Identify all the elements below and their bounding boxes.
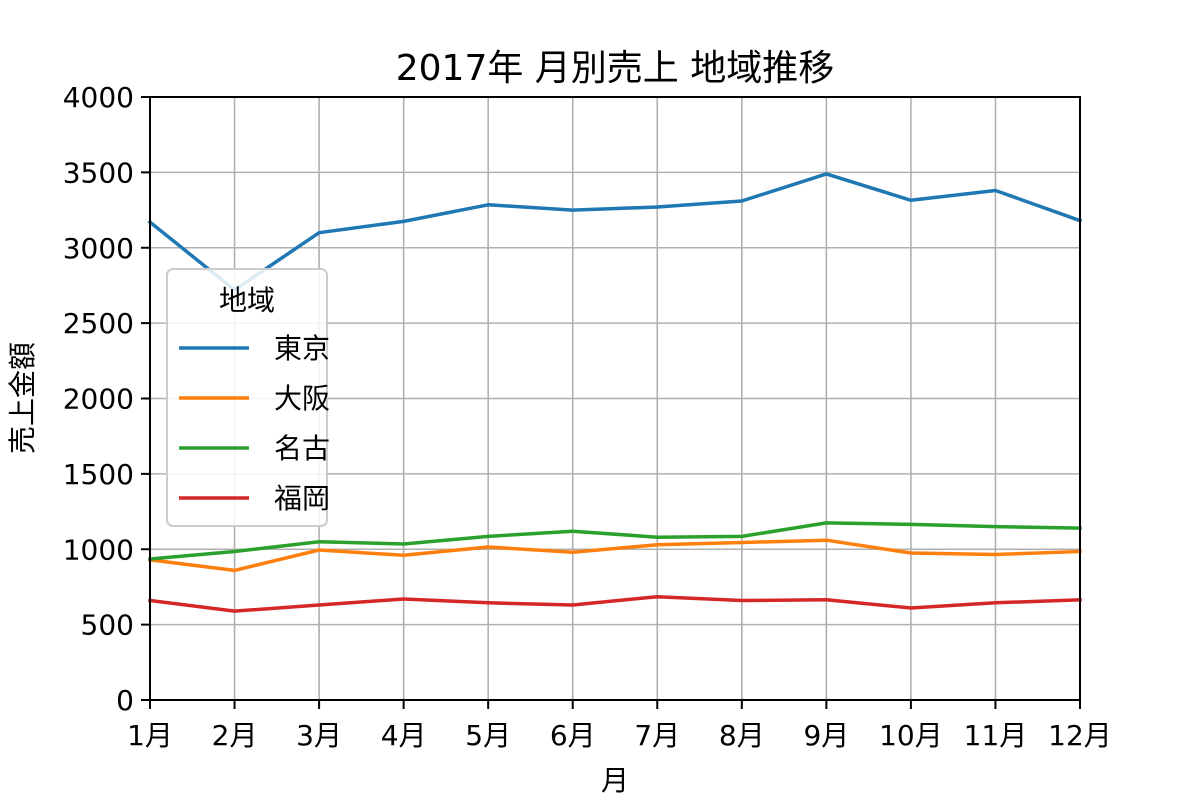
y-tick-label: 2500 [63, 307, 134, 340]
y-axis-ticks: 0 500 1000 1500 2000 2500 3000 3500 4000 [63, 81, 150, 717]
y-tick-label: 1500 [63, 458, 134, 491]
series-line-1 [148, 538, 1082, 573]
y-tick-label: 3000 [63, 232, 134, 265]
chart-title: 2017年 月別売上 地域推移 [396, 48, 835, 89]
y-tick-label: 0 [116, 684, 134, 717]
legend-entry: 名古 [274, 432, 330, 465]
y-tick-label: 500 [81, 609, 134, 642]
x-tick-label: 5月 [465, 719, 511, 752]
legend-entry: 福岡 [274, 482, 330, 515]
x-tick-label: 10月 [879, 719, 943, 752]
x-tick-label: 3月 [296, 719, 342, 752]
x-tick-label: 4月 [381, 719, 427, 752]
x-axis-label: 月 [601, 764, 629, 797]
x-tick-label: 1月 [127, 719, 173, 752]
x-tick-label: 6月 [550, 719, 596, 752]
series-line-2 [148, 521, 1082, 561]
y-tick-label: 2000 [63, 383, 134, 416]
x-axis-ticks: 1月 2月 3月 4月 5月 6月 7月 8月 9月 10月 11月 12月 [127, 700, 1112, 752]
x-tick-label: 7月 [634, 719, 680, 752]
y-tick-label: 3500 [63, 156, 134, 189]
series-lines [147, 172, 1083, 613]
x-tick-label: 9月 [803, 719, 849, 752]
legend-title: 地域 [219, 284, 275, 317]
x-tick-label: 12月 [1048, 719, 1112, 752]
y-axis-label: 売上金額 [6, 342, 39, 454]
x-tick-label: 2月 [212, 719, 258, 752]
series-line-0 [147, 172, 1083, 292]
legend-entry: 東京 [274, 332, 330, 365]
x-tick-label: 11月 [964, 719, 1028, 752]
legend-entry: 大阪 [274, 382, 330, 415]
series-line-3 [148, 594, 1082, 613]
y-tick-label: 1000 [63, 533, 134, 566]
y-tick-label: 4000 [63, 81, 134, 114]
x-tick-label: 8月 [719, 719, 765, 752]
